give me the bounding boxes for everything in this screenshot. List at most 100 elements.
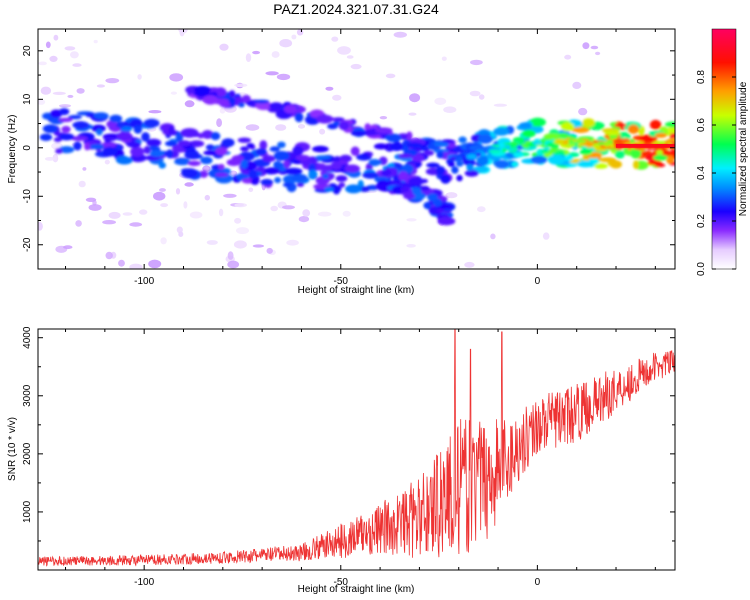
noise-blob xyxy=(204,194,210,201)
ridge-blob xyxy=(110,126,121,133)
ridge-blob xyxy=(59,146,75,154)
ridge-blob xyxy=(241,178,255,184)
noise-blob xyxy=(229,170,238,176)
ridge-blob xyxy=(210,132,221,141)
noise-blob xyxy=(350,63,362,70)
upper-branch-blob xyxy=(333,121,340,126)
ridge-blob xyxy=(68,115,82,120)
ridge-blob xyxy=(577,160,594,168)
spectrogram-heatmap xyxy=(38,29,675,269)
colorbar: 0.0 0.2 0.4 0.6 0.8 Normalized spectral ampl… xyxy=(696,28,749,276)
ridge-blob xyxy=(448,162,455,167)
ridge-blob xyxy=(400,164,414,174)
noise-blob xyxy=(245,124,260,131)
ridge-blob xyxy=(283,159,290,169)
upper-branch-blob xyxy=(241,95,251,103)
noise-blob xyxy=(271,51,280,58)
lower-branch-blob xyxy=(391,185,405,195)
noise-blob xyxy=(53,34,59,41)
ridge-blob xyxy=(284,167,303,175)
ridge-blob xyxy=(89,144,105,150)
noise-blob xyxy=(219,108,226,114)
ridge-blob xyxy=(361,153,370,158)
ridge-blob xyxy=(362,171,379,179)
ridge-blob xyxy=(240,146,250,152)
x-tick-label: -50 xyxy=(334,276,349,287)
ridge-blob xyxy=(148,146,161,151)
spectrogram-xlabel: Height of straight line (km) xyxy=(298,285,415,296)
noise-blob xyxy=(51,142,63,150)
tone-blob xyxy=(574,139,587,143)
noise-blob xyxy=(325,86,334,91)
ridge-blob xyxy=(130,146,145,157)
ridge-blob xyxy=(165,140,178,147)
y-tick-label: 2000 xyxy=(22,442,33,465)
noise-blob xyxy=(346,55,354,59)
noise-blob xyxy=(319,128,326,135)
ridge-blob xyxy=(273,160,282,169)
noise-blob xyxy=(332,94,342,101)
x-tick-label: -50 xyxy=(334,577,349,588)
ridge-blob xyxy=(39,133,53,141)
noise-blob xyxy=(52,154,59,163)
ridge-blob xyxy=(133,124,143,134)
noise-blob xyxy=(139,209,148,215)
ridge-blob xyxy=(478,134,493,144)
ridge-blob xyxy=(73,141,82,151)
colorbar-label: Normalized spectral amplitude xyxy=(738,81,749,216)
ridge-blob xyxy=(58,108,70,116)
noise-blob xyxy=(477,206,486,213)
noise-blob xyxy=(104,159,110,165)
ridge-blob xyxy=(166,149,174,159)
ridge-blob xyxy=(614,123,627,128)
ridge-blob xyxy=(547,154,565,165)
noise-blob xyxy=(67,94,74,98)
noise-blob xyxy=(234,217,242,224)
ridge-blob xyxy=(599,157,617,163)
upper-branch-blob xyxy=(406,131,413,141)
ridge-blob xyxy=(174,158,191,166)
ridge-blob xyxy=(215,147,228,156)
noise-blob xyxy=(184,182,194,187)
ridge-blob xyxy=(618,131,629,137)
ridge-blob xyxy=(440,174,451,184)
ridge-blob xyxy=(168,126,175,136)
ridge-blob xyxy=(511,161,518,167)
lower-branch-blob xyxy=(400,183,414,188)
ridge-blob xyxy=(120,125,133,132)
snr-xlabel: Height of straight line (km) xyxy=(298,584,415,595)
snr-series xyxy=(38,329,675,567)
ridge-blob xyxy=(344,164,361,173)
noise-blob xyxy=(206,240,218,245)
y-tick-label: -20 xyxy=(22,237,33,252)
colorbar-tick-label: 0.6 xyxy=(696,118,707,132)
ridge-blob xyxy=(158,162,166,169)
noise-blob xyxy=(38,221,43,231)
ridge-blob xyxy=(291,173,308,182)
noise-blob xyxy=(252,244,265,248)
upper-branch-blob xyxy=(364,128,378,136)
noise-blob xyxy=(160,237,167,245)
ridge-blob xyxy=(434,142,449,148)
tone-blob xyxy=(597,141,606,146)
ridge-blob xyxy=(654,132,668,138)
upper-branch-blob xyxy=(255,101,273,111)
y-tick-label: 20 xyxy=(22,45,33,57)
ridge-blob xyxy=(231,155,244,162)
y-tick-label: -10 xyxy=(22,189,33,204)
ridge-blob xyxy=(666,126,675,132)
upper-branch-blob xyxy=(283,104,297,114)
lower-branch-blob xyxy=(399,187,410,193)
ridge-blob xyxy=(456,160,464,167)
noise-blob xyxy=(38,61,47,66)
ridge-blob xyxy=(201,130,214,139)
ridge-blob xyxy=(274,177,281,184)
ridge-blob xyxy=(666,155,675,164)
ridge-blob xyxy=(218,163,225,170)
tone-blob xyxy=(604,142,610,147)
noise-blob xyxy=(105,78,120,84)
upper-branch-blob xyxy=(202,95,218,105)
noise-blob xyxy=(78,180,86,188)
x-tick-label: -100 xyxy=(134,577,154,588)
ridge-blob xyxy=(58,117,73,123)
